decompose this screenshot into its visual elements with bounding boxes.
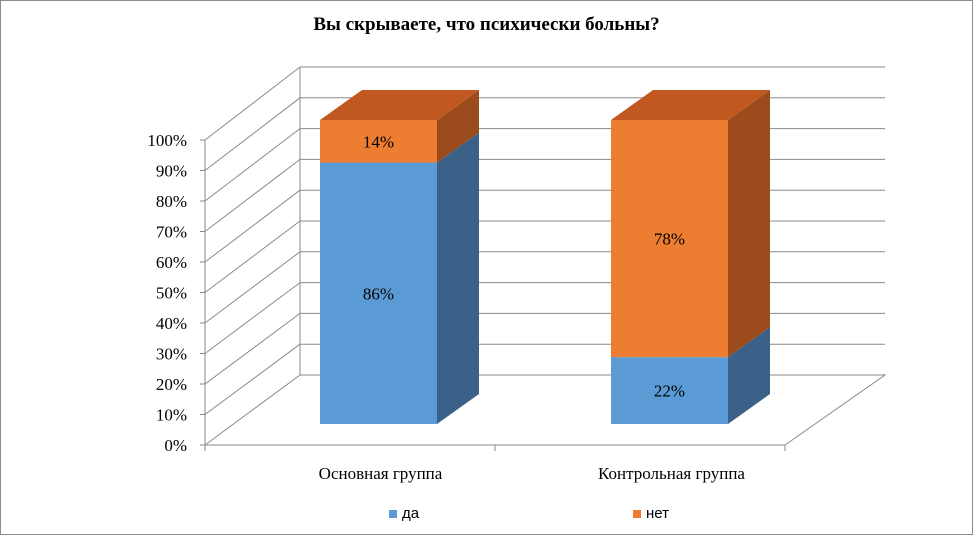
y-tick-label: 50% (156, 284, 187, 303)
y-tick-label: 30% (156, 345, 187, 364)
x-tick-label: Основная группа (319, 464, 443, 483)
y-tick-label: 80% (156, 192, 187, 211)
gridline-side (204, 97, 301, 171)
gridline-side (204, 343, 301, 415)
bar-side (728, 90, 770, 358)
legend-label-net: нет (646, 505, 669, 522)
bar-top (320, 90, 479, 120)
bar-segment (320, 120, 437, 163)
gridline-side (204, 312, 301, 385)
bar-top (611, 90, 770, 120)
bar-side (437, 132, 479, 424)
y-tick-label: 20% (156, 375, 187, 394)
data-label: 14% (363, 132, 394, 151)
y-tick-label: 90% (156, 162, 187, 181)
y-tick-label: 70% (156, 223, 187, 242)
chart-floor (204, 374, 887, 446)
y-tick-label: 60% (156, 253, 187, 272)
gridline-side (204, 251, 301, 324)
bar-segment (611, 357, 728, 424)
chart-title: Вы скрываете, что психически больны? (313, 14, 660, 35)
bar-segment (320, 162, 437, 424)
legend-swatch-da (389, 509, 397, 518)
data-label: 78% (654, 230, 685, 249)
legend-item-net: нет (633, 505, 669, 522)
gridline-side (204, 159, 301, 232)
legend-item-da: да (389, 505, 419, 522)
y-tick-label: 10% (156, 406, 187, 425)
data-label: 86% (363, 284, 394, 303)
gridline-side (204, 189, 301, 263)
y-tick-label: 40% (156, 314, 187, 333)
bar-side (437, 90, 479, 163)
data-label: 22% (654, 382, 685, 401)
bar-segment (611, 120, 728, 358)
x-tick-label: Контрольная группа (598, 464, 745, 483)
y-tick-label: 0% (164, 436, 187, 455)
bar-side (728, 327, 770, 424)
legend-swatch-net (633, 509, 641, 518)
gridline-side (204, 220, 301, 293)
gridline-side (204, 66, 301, 141)
gridline-side (204, 128, 301, 202)
legend-label-da: да (402, 505, 420, 522)
gridline-side (204, 282, 301, 354)
y-tick-label: 100% (147, 131, 187, 150)
